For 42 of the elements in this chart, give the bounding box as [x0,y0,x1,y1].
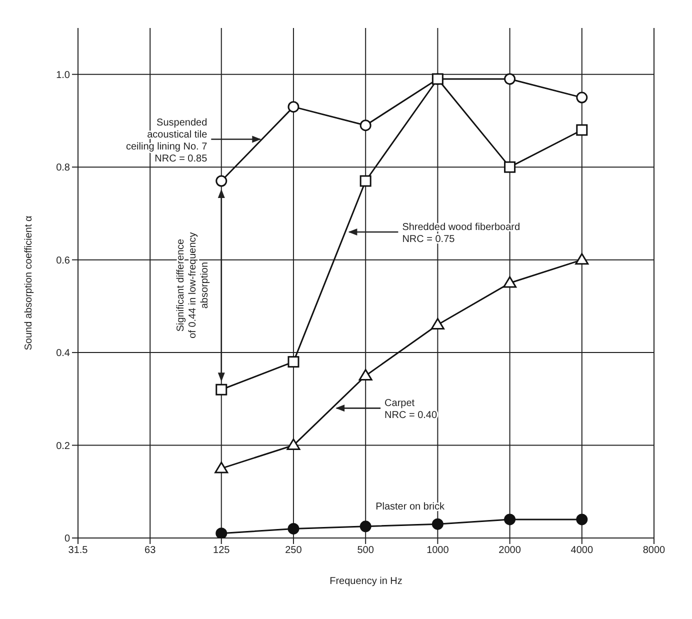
point [288,101,300,113]
y-axis-title: Sound absorption coefficient α [24,215,35,350]
point [360,175,372,187]
point [430,318,444,330]
point [216,528,228,538]
point [576,514,588,526]
x-tick-label: 63 [144,545,156,556]
y-tick-label: 0.6 [56,255,70,266]
point [286,438,300,450]
point [576,124,588,136]
y-tick-label: 0.4 [56,348,70,360]
annotation: Significant difference of 0.44 in low-frequency absorption [175,232,210,338]
point [432,73,444,85]
annotation: Carpet NRC = 0.40 [384,398,438,422]
point [288,356,300,368]
y-tick-label: 0.8 [56,162,70,174]
point [360,120,372,132]
x-axis-title: Frequency in Hz [330,576,402,587]
point [358,368,372,380]
x-tick-label: 2000 [498,545,522,556]
point [288,522,300,534]
x-tick-label: 8000 [642,545,666,556]
point [432,518,444,530]
point [504,161,516,173]
y-tick-label: 1.0 [56,70,70,81]
x-tick-label: 31.5 [68,545,88,556]
x-tick-label: 4000 [570,545,594,556]
y-tick-label: 0 [64,534,70,545]
point [216,384,228,396]
point [503,276,517,288]
point [216,175,228,187]
point [576,92,588,104]
x-tick-label: 125 [213,545,230,556]
point [504,514,516,526]
x-tick-label: 500 [357,545,374,556]
y-tick-label: 0.2 [56,440,70,452]
x-tick-label: 250 [285,545,302,556]
point [504,73,516,85]
point [575,253,589,265]
point [214,462,228,474]
x-tick-label: 1000 [426,545,450,556]
point [360,520,372,532]
